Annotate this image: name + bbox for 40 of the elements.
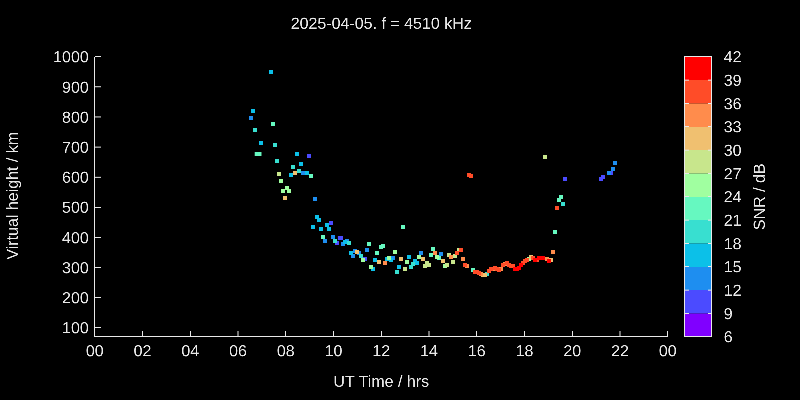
x-tick-label: 02	[134, 343, 152, 360]
x-tick-label: 00	[659, 343, 677, 360]
y-tick-label: 700	[62, 140, 90, 158]
y-tick-label: 300	[62, 260, 90, 278]
color-bar-label: 18	[724, 236, 742, 254]
x-tick-label: 06	[229, 343, 248, 360]
y-tick-label: 100	[62, 320, 90, 338]
y-tick-label: 800	[62, 110, 90, 127]
x-tick-label: 12	[372, 343, 390, 360]
x-tick-label: 10	[324, 343, 343, 360]
y-tick-label: 500	[62, 200, 90, 218]
chart-title: 2025-04-05. f = 4510 kHz	[290, 16, 473, 34]
color-bar-label: 15	[724, 260, 742, 277]
color-bar-label: 30	[724, 142, 742, 160]
x-tick-label: 20	[564, 343, 582, 360]
color-bar-label: 9	[724, 306, 733, 324]
color-bar-title: SNR / dB	[752, 164, 769, 230]
y-tick-label: 1000	[53, 50, 90, 67]
x-tick-label: 18	[516, 343, 534, 360]
color-bar-label: 27	[724, 166, 742, 184]
y-tick-label: 400	[62, 230, 90, 248]
x-tick-label: 22	[611, 343, 630, 360]
color-bar-label: 12	[724, 282, 742, 300]
x-tick-label: 00	[86, 343, 104, 360]
y-tick-label: 900	[62, 80, 90, 97]
y-axis-title: Virtual height / km	[5, 131, 23, 262]
color-bar-label: 6	[724, 330, 733, 347]
x-tick-label: 08	[277, 343, 295, 360]
color-bar-label: 36	[724, 96, 742, 114]
x-axis-title: UT Time / hrs	[332, 374, 430, 392]
color-bar-label: 42	[724, 50, 742, 67]
x-tick-label: 14	[420, 343, 438, 360]
x-tick-label: 04	[182, 343, 200, 360]
color-bar-label: 39	[724, 72, 742, 90]
color-bar-label: 33	[724, 120, 742, 137]
x-tick-label: 16	[468, 343, 486, 360]
y-tick-label: 200	[62, 290, 90, 308]
color-bar-label: 21	[724, 212, 742, 230]
color-bar-label: 24	[724, 190, 742, 207]
y-tick-label: 600	[62, 170, 90, 188]
